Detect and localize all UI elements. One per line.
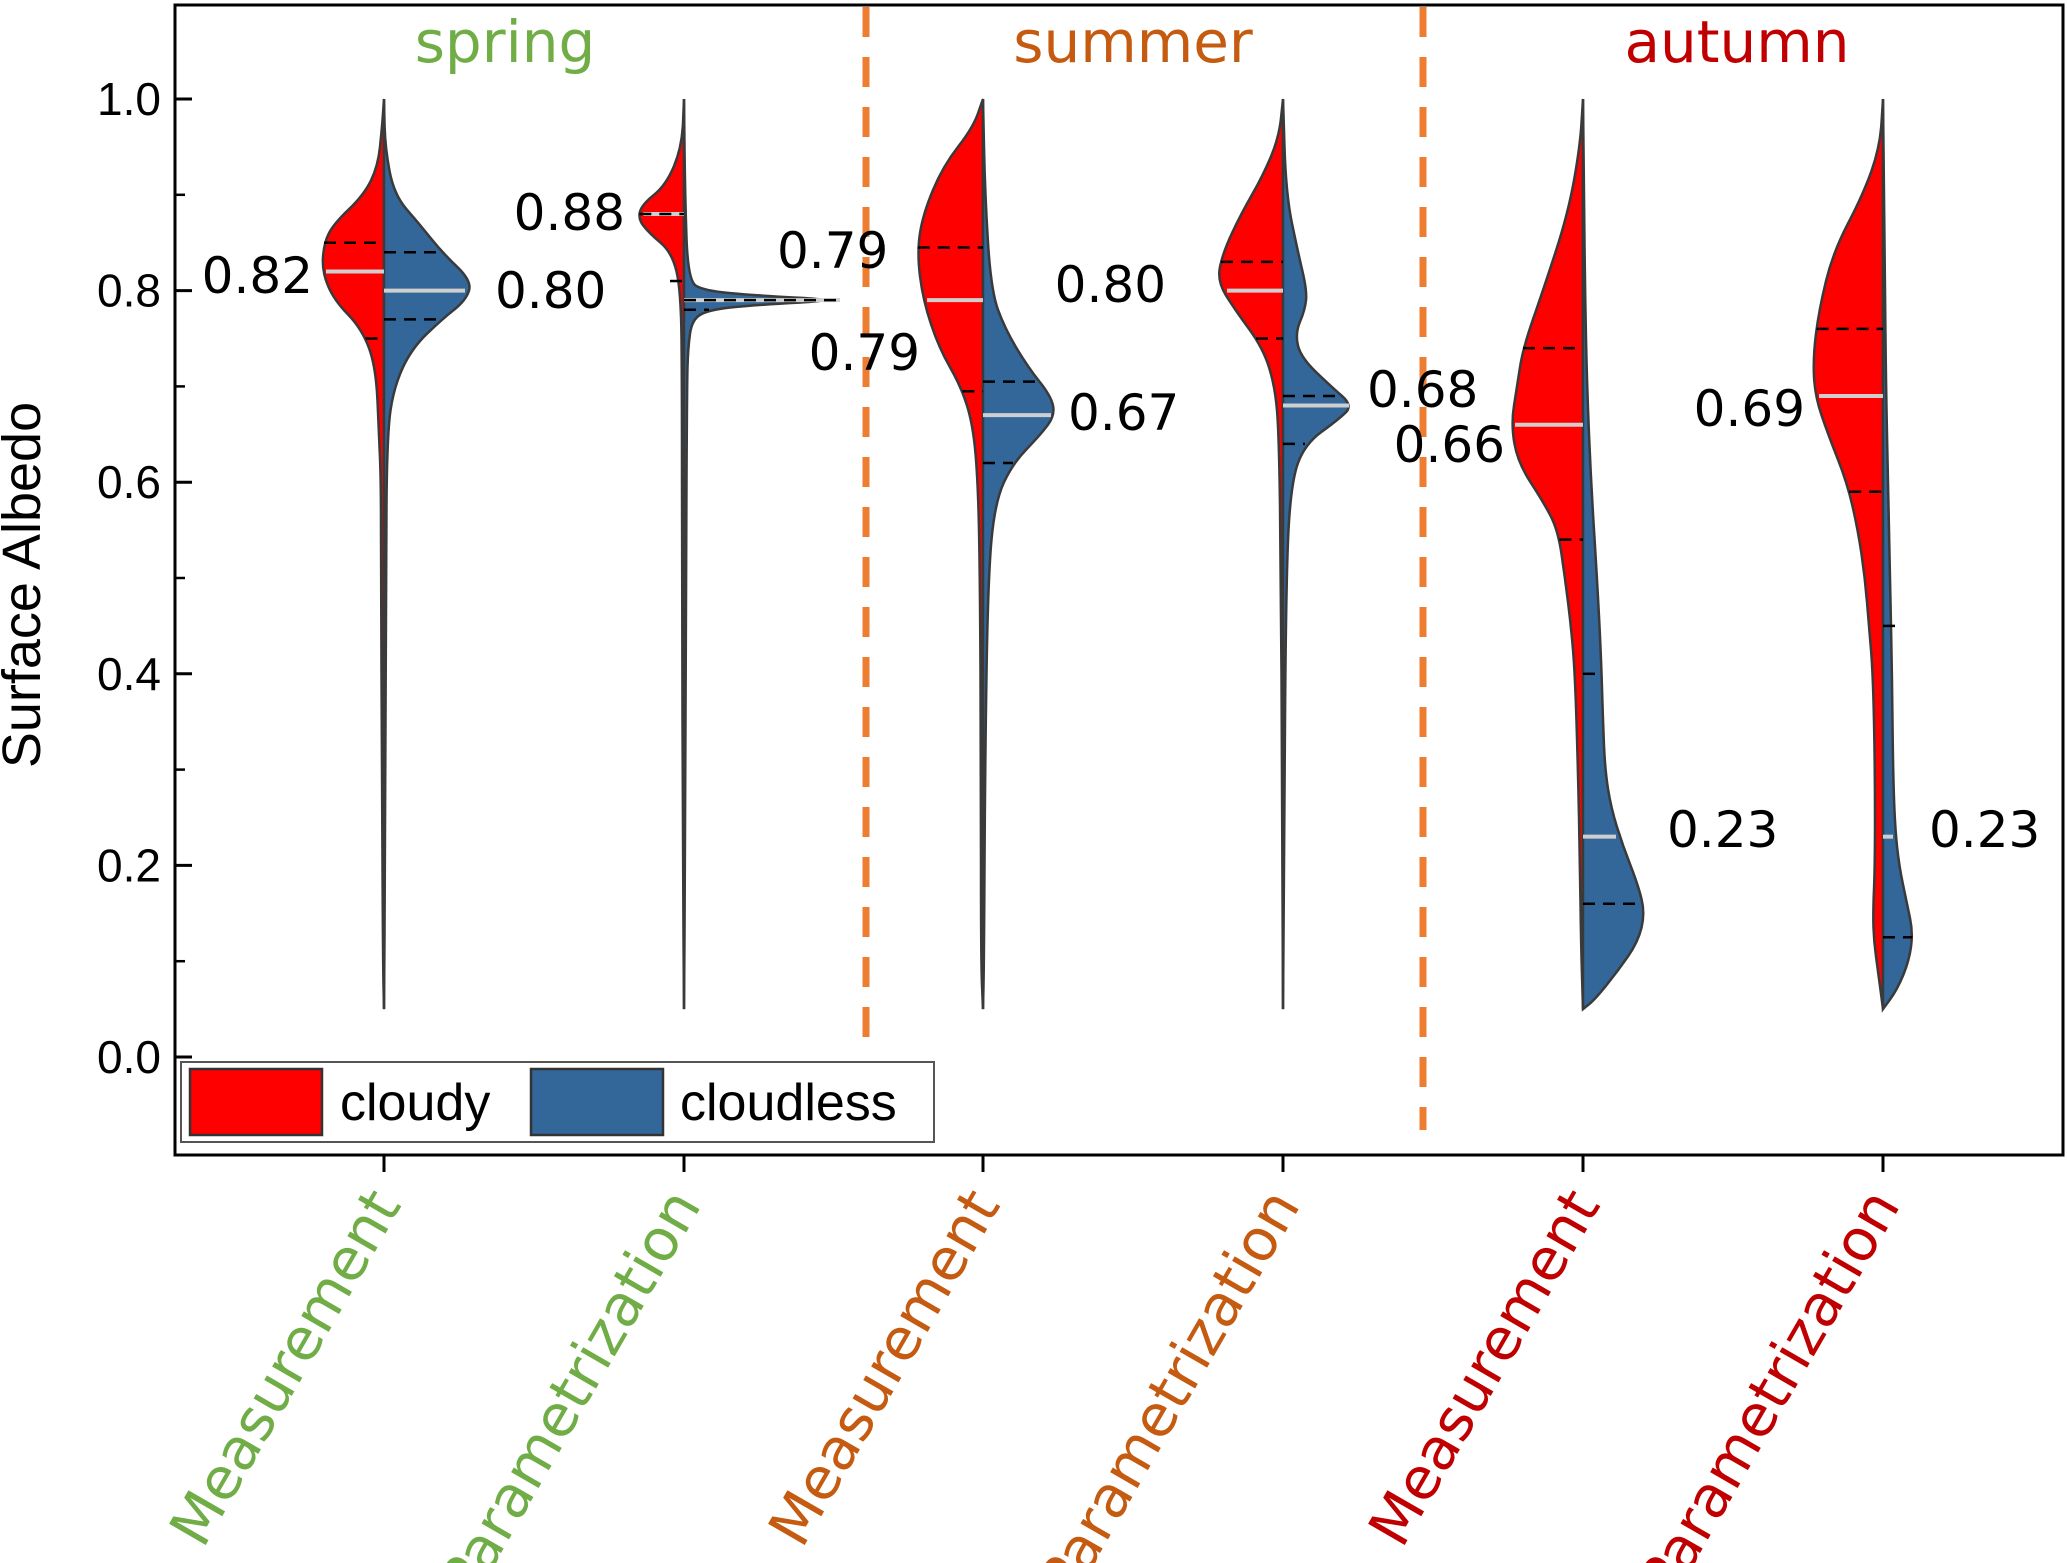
violins [321, 98, 1914, 1013]
y-tick-label: 0.0 [97, 1031, 161, 1083]
y-axis-label: Surface Albedo [0, 402, 52, 768]
median-label-cloudless: 0.23 [1929, 801, 2040, 859]
y-tick-label: 0.4 [97, 648, 161, 700]
x-tick-label: Parametrization [426, 1178, 715, 1563]
season-separators [862, 7, 1427, 1130]
violin-cloudy [1812, 98, 1885, 1010]
plot-frame [173, 3, 2065, 1157]
y-tick-label: 0.2 [97, 839, 161, 891]
legend: cloudy cloudless [180, 1061, 935, 1143]
season-titles: spring summer autumn [415, 8, 1850, 76]
violin-cloudy [1218, 98, 1285, 1010]
violin-cloudless [981, 98, 1055, 1010]
median-label-cloudless: 0.80 [495, 262, 606, 320]
median-label-cloudy: 0.82 [202, 247, 313, 305]
x-tick-label: Measurement [755, 1178, 1013, 1557]
median-label-cloudy: 0.69 [1694, 380, 1805, 438]
x-tick-label: Parametrization [1025, 1178, 1314, 1563]
value-labels: 0.82 0.88 0.79 0.80 0.66 0.69 0.80 0.79 0.67 0.68… [202, 184, 2041, 859]
median-label-cloudy: 0.88 [514, 184, 625, 242]
axes: Surface Albedo 0.0 0.2 0.4 0.6 0.8 1.0 [0, 3, 2065, 1172]
y-tick-label: 1.0 [97, 73, 161, 125]
violin-cloudless [382, 98, 471, 1010]
violin-cloudless [1881, 98, 1914, 1013]
legend-label-cloudless: cloudless [680, 1074, 897, 1132]
season-title-autumn: autumn [1624, 8, 1849, 76]
legend-label-cloudy: cloudy [340, 1074, 490, 1132]
y-tick-label: 0.6 [97, 456, 161, 508]
violin-cloudless [1281, 98, 1350, 1010]
season-title-summer: summer [1013, 8, 1253, 76]
violin-cloudless [1581, 98, 1645, 1012]
y-tick-label: 0.8 [97, 265, 161, 317]
season-title-spring: spring [415, 8, 596, 76]
median-label-cloudless: 0.23 [1667, 801, 1778, 859]
x-tick-label: Measurement [1355, 1178, 1613, 1557]
x-tick-label: Parametrization [1625, 1178, 1914, 1563]
median-label-cloudless: 0.68 [1367, 361, 1478, 419]
x-tick-label: Measurement [156, 1178, 414, 1557]
median-label-cloudy: 0.80 [1055, 256, 1166, 314]
violin-cloudless [682, 98, 823, 1010]
median-label-cloudy: 0.66 [1394, 416, 1505, 474]
legend-swatch-cloudy [188, 1067, 324, 1137]
violin-cloudy [917, 98, 985, 1010]
median-label-cloudless: 0.79 [777, 222, 888, 280]
violin-cloudy [638, 98, 686, 1010]
median-label-cloudless: 0.67 [1068, 384, 1179, 442]
legend-swatch-cloudless [529, 1067, 665, 1137]
x-tick-labels: Measurement Parametrization Measurement Par… [156, 1178, 1913, 1563]
violin-cloudy [1511, 98, 1585, 1010]
median-label-cloudy: 0.79 [809, 324, 920, 382]
violin-cloudy [321, 98, 386, 1010]
